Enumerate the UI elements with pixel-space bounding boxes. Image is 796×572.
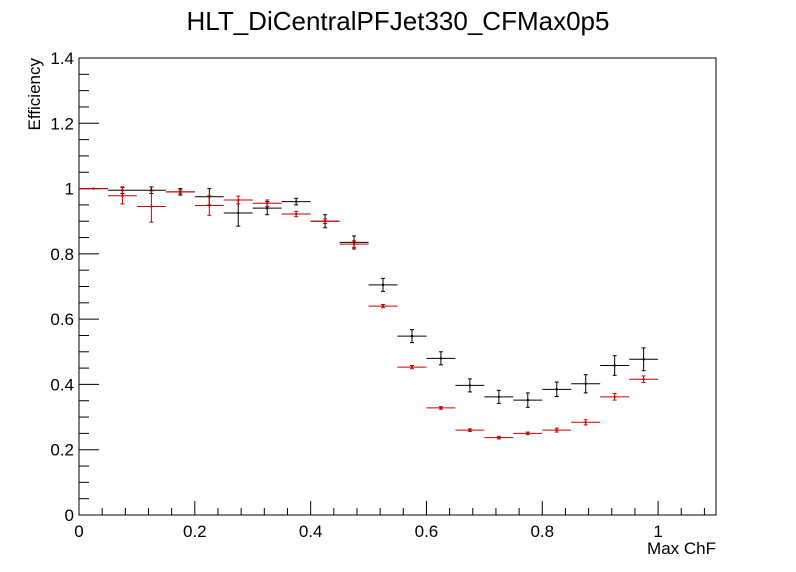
point-marker <box>266 207 269 210</box>
point-marker <box>613 395 616 398</box>
x-tick-label: 0 <box>74 522 83 541</box>
y-tick-label: 1.2 <box>50 114 74 133</box>
data-point <box>513 431 543 436</box>
chart-title: HLT_DiCentralPFJet330_CFMax0p5 <box>187 6 610 36</box>
y-tick-label: 0.6 <box>50 310 74 329</box>
data-point <box>79 187 108 190</box>
data-point <box>426 351 456 366</box>
point-marker <box>410 335 413 338</box>
y-tick-label: 0.4 <box>50 375 74 394</box>
data-point <box>397 329 427 344</box>
data-point <box>455 428 485 432</box>
point-marker <box>237 198 240 201</box>
data-point <box>194 195 224 216</box>
data-point <box>136 190 166 223</box>
point-marker <box>584 382 587 385</box>
x-tick-label: 0.4 <box>299 522 323 541</box>
point-marker <box>179 190 182 193</box>
x-tick-label: 1 <box>653 522 662 541</box>
data-point <box>513 392 543 408</box>
data-point <box>339 240 369 248</box>
data-point <box>600 355 630 376</box>
point-marker <box>92 187 95 190</box>
point-marker <box>150 189 153 192</box>
axes: 0 0.2 0.4 0.6 0.8 1 0 0.2 0.4 0.6 0.8 1 1.2 1.4 <box>50 49 705 541</box>
data-point <box>165 189 195 195</box>
point-marker <box>642 358 645 361</box>
data-point <box>571 374 601 394</box>
point-marker <box>121 194 124 197</box>
x-tick-label: 0.8 <box>530 522 554 541</box>
data-point <box>484 435 514 440</box>
point-marker <box>555 429 558 432</box>
y-axis-label: Efficiency <box>25 58 44 131</box>
point-marker <box>497 395 500 398</box>
data-point <box>252 199 282 208</box>
point-marker <box>468 429 471 432</box>
point-marker <box>526 399 529 402</box>
data-point <box>368 277 398 292</box>
data-point <box>107 187 137 205</box>
series-0 <box>79 186 659 408</box>
y-tick-label: 0 <box>65 506 74 525</box>
point-marker <box>150 205 153 208</box>
data-point <box>629 347 659 372</box>
y-tick-label: 0.8 <box>50 245 74 264</box>
data-point <box>571 419 601 426</box>
data-point <box>310 218 340 224</box>
y-tick-label: 0.2 <box>50 441 74 460</box>
x-axis-label: Max ChF <box>647 539 716 558</box>
point-marker <box>295 200 298 203</box>
point-marker <box>497 436 500 439</box>
point-marker <box>410 366 413 369</box>
series-layer <box>79 186 659 440</box>
point-marker <box>584 421 587 424</box>
point-marker <box>382 283 385 286</box>
point-marker <box>237 212 240 215</box>
plot-frame <box>78 57 717 516</box>
data-point <box>281 210 311 218</box>
data-point <box>629 375 659 383</box>
data-point <box>252 201 282 216</box>
y-tick-label: 1.4 <box>50 49 74 68</box>
point-marker <box>613 364 616 367</box>
point-marker <box>468 384 471 387</box>
x-tick-label: 0.2 <box>183 522 207 541</box>
data-point <box>600 393 630 401</box>
point-marker <box>266 202 269 205</box>
data-point <box>542 381 572 398</box>
data-point <box>484 389 514 404</box>
point-marker <box>208 204 211 207</box>
point-marker <box>439 357 442 360</box>
point-marker <box>642 378 645 381</box>
point-marker <box>295 213 298 216</box>
data-point <box>455 378 485 393</box>
series-1 <box>79 187 659 440</box>
data-point <box>426 406 456 410</box>
data-point <box>223 195 253 205</box>
point-marker <box>353 243 356 246</box>
point-marker <box>526 432 529 435</box>
point-marker <box>439 406 442 409</box>
data-point <box>542 427 572 433</box>
point-marker <box>382 305 385 308</box>
point-marker <box>324 220 327 223</box>
data-point <box>397 364 427 370</box>
x-tick-label: 0.6 <box>415 522 439 541</box>
point-marker <box>555 388 558 391</box>
data-point <box>281 197 311 206</box>
y-tick-label: 1 <box>65 180 74 199</box>
data-point <box>368 303 398 309</box>
